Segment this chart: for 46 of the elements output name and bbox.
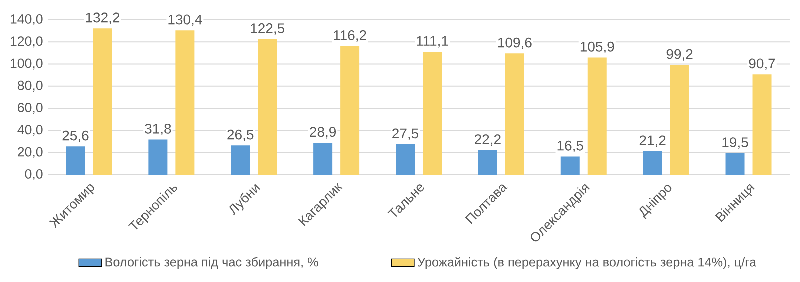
data-label: 28,9 — [310, 127, 336, 139]
data-label: 99,2 — [666, 49, 693, 61]
data-label: 31,8 — [145, 124, 172, 136]
data-label: 109,6 — [498, 38, 532, 50]
bar — [396, 144, 415, 175]
data-label: 105,9 — [580, 42, 614, 54]
data-label: 27,5 — [392, 128, 419, 140]
y-tick-label: 80,0 — [18, 80, 43, 92]
y-tick-label: 140,0 — [10, 14, 43, 26]
y-tick-label: 40,0 — [18, 125, 43, 136]
bar — [643, 152, 662, 175]
y-tick-label: 20,0 — [18, 147, 43, 158]
data-label: 132,2 — [86, 12, 120, 24]
bar — [231, 146, 250, 175]
y-tick-label: 0,0 — [25, 169, 43, 181]
data-label: 116,2 — [334, 30, 366, 42]
data-label: 19,5 — [722, 138, 748, 150]
data-label: 130,4 — [168, 14, 202, 26]
data-label: 122,5 — [251, 24, 285, 36]
bar — [478, 150, 498, 175]
bar — [423, 52, 442, 175]
data-label: 25,6 — [62, 130, 89, 142]
bar — [560, 156, 580, 175]
bar — [670, 65, 690, 175]
bar — [93, 28, 112, 175]
y-tick-label: 120,0 — [10, 36, 43, 48]
bar — [66, 146, 86, 175]
y-tick-label: 100,0 — [10, 58, 43, 70]
data-label: 16,5 — [558, 140, 584, 152]
bar — [588, 58, 607, 175]
data-label: 90,7 — [749, 58, 776, 70]
legend-label: Вологість зерна під час збирання, % — [106, 257, 318, 270]
bar — [258, 39, 278, 175]
data-label: 22,2 — [475, 134, 501, 146]
bar — [148, 140, 168, 175]
bar — [726, 153, 745, 175]
y-tick-label: 60,0 — [18, 103, 43, 114]
bar — [176, 30, 195, 175]
data-label: 26,5 — [228, 130, 254, 142]
bar — [314, 142, 333, 175]
bar — [505, 54, 524, 175]
data-label: 21,2 — [640, 136, 666, 148]
bar — [340, 46, 360, 175]
legend-label: Урожайність (в перерахунку на вологість зерна 14%), ц/га — [418, 257, 757, 270]
bar — [752, 74, 772, 175]
data-label: 111,1 — [417, 36, 448, 48]
